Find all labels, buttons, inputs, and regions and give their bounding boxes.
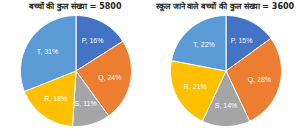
svg-text:S, 14%: S, 14% — [215, 102, 238, 109]
svg-text:R, 18%: R, 18% — [44, 95, 67, 102]
html-text:बच्चों की कुल संख्या = 5800: बच्चों की कुल संख्या = 5800 — [28, 2, 122, 11]
svg-text:R, 21%: R, 21% — [184, 83, 207, 90]
svg-text:T, 22%: T, 22% — [193, 41, 214, 48]
svg-text:S, 11%: S, 11% — [75, 100, 97, 107]
svg-text:Q, 28%: Q, 28% — [248, 76, 271, 84]
html-text:स्कूल जाने वाले बच्चों की कुल: स्कूल जाने वाले बच्चों की कुल संख्या = 3… — [155, 2, 295, 11]
svg-text:P, 16%: P, 16% — [82, 37, 104, 44]
svg-text:P, 15%: P, 15% — [231, 37, 253, 44]
svg-text:Q, 24%: Q, 24% — [98, 74, 121, 82]
svg-text:T, 31%: T, 31% — [37, 48, 58, 55]
